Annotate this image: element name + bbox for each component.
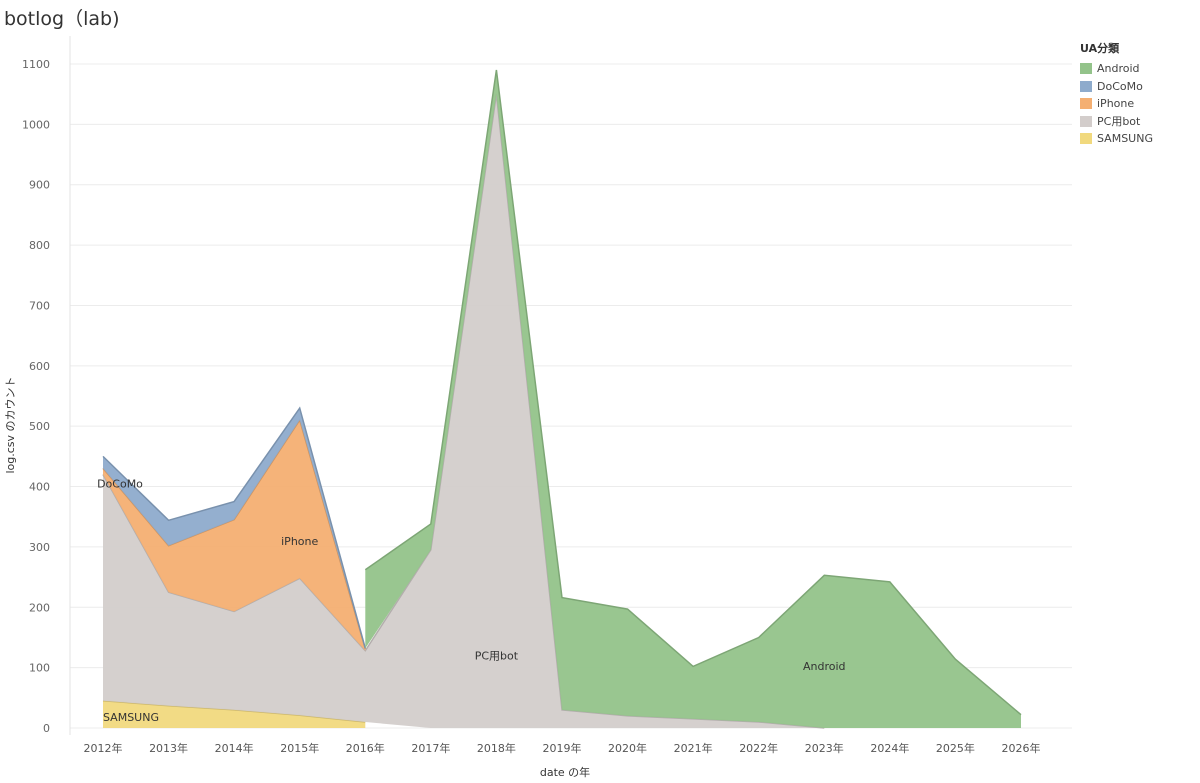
area-label: Android: [803, 660, 846, 673]
area-label: DoCoMo: [97, 478, 143, 491]
x-tick-label: 2013年: [149, 741, 188, 755]
area-label: PC用bot: [475, 650, 519, 663]
x-tick-label: 2014年: [215, 741, 254, 755]
y-tick-label: 0: [43, 722, 50, 735]
y-tick-label: 100: [29, 662, 50, 675]
legend-label: Android: [1097, 62, 1140, 76]
legend-title: UA分類: [1080, 42, 1120, 55]
legend-label: iPhone: [1097, 97, 1135, 111]
legend-item[interactable]: DoCoMo: [1080, 78, 1153, 96]
legend-label: PC用bot: [1097, 115, 1141, 129]
area-edge-DoCoMo: [102, 406, 367, 649]
area-edge-Android: [364, 69, 1022, 716]
y-axis-title: log.csv のカウント: [4, 376, 17, 474]
x-tick-label: 2023年: [805, 741, 844, 755]
area-series-DoCoMo: [103, 408, 366, 649]
y-tick-label: 600: [29, 360, 50, 373]
area-series-iPhone: [103, 420, 366, 651]
x-tick-label: 2018年: [477, 741, 516, 755]
area-label: iPhone: [281, 535, 318, 548]
area-label: SAMSUNG: [103, 711, 159, 724]
y-tick-label: 500: [29, 420, 50, 433]
y-tick-label: 200: [29, 601, 50, 614]
legend-swatch: [1080, 115, 1092, 127]
x-tick-label: 2021年: [674, 741, 713, 755]
legend-swatch: [1080, 63, 1092, 75]
y-tick-label: 900: [29, 179, 50, 192]
y-tick-label: 300: [29, 541, 50, 554]
legend-item[interactable]: iPhone: [1080, 95, 1153, 113]
y-tick-label: 1100: [22, 58, 50, 71]
legend: UA分類 Android DoCoMo iPhone PC用bot SAMSUNG: [1080, 40, 1153, 148]
y-tick-label: 800: [29, 239, 50, 252]
y-tick-label: 400: [29, 481, 50, 494]
x-tick-label: 2017年: [411, 741, 450, 755]
legend-item[interactable]: PC用bot: [1080, 113, 1153, 131]
x-tick-label: 2020年: [608, 741, 647, 755]
area-series-Android: [365, 70, 1021, 728]
area-series-PC用bot: [103, 94, 825, 728]
y-tick-label: 1000: [22, 118, 50, 131]
legend-swatch: [1080, 98, 1092, 110]
legend-label: DoCoMo: [1097, 79, 1143, 93]
y-tick-label: 700: [29, 299, 50, 312]
x-tick-label: 2024年: [870, 741, 909, 755]
x-tick-label: 2026年: [1001, 741, 1040, 755]
legend-item[interactable]: Android: [1080, 60, 1153, 78]
x-axis-title: date の年: [539, 766, 591, 779]
legend-item[interactable]: SAMSUNG: [1080, 130, 1153, 148]
chart-title: botlog（lab): [4, 8, 120, 30]
x-tick-label: 2019年: [542, 741, 581, 755]
legend-label: SAMSUNG: [1097, 132, 1153, 146]
x-tick-label: 2025年: [936, 741, 975, 755]
x-tick-label: 2015年: [280, 741, 319, 755]
area-series-SAMSUNG: [103, 700, 366, 728]
legend-swatch: [1080, 133, 1092, 145]
legend-swatch: [1080, 80, 1092, 92]
x-tick-label: 2016年: [346, 741, 385, 755]
x-tick-label: 2022年: [739, 741, 778, 755]
x-tick-label: 2012年: [84, 741, 123, 755]
